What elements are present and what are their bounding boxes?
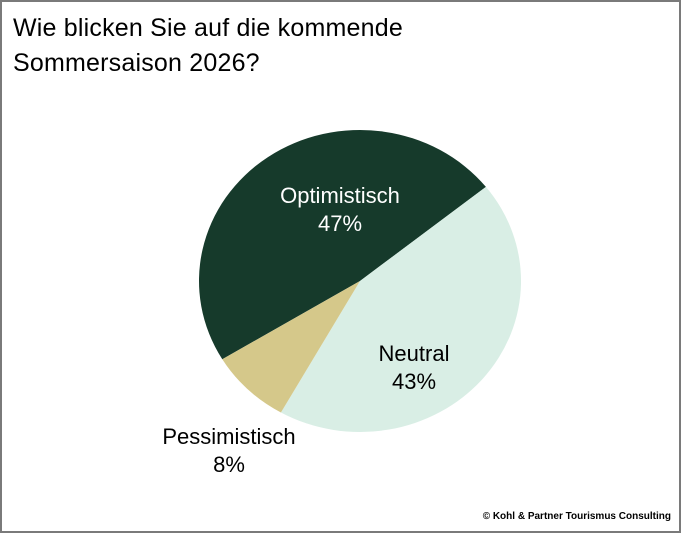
slice-label-neutral-percent: 43% xyxy=(391,369,437,394)
slice-label-neutral: Neutral 43% xyxy=(379,340,450,396)
page-title-line-2: Sommersaison 2026? xyxy=(13,49,260,77)
slice-label-optimistisch-text: Optimistisch xyxy=(280,183,400,208)
slice-label-optimistisch: Optimistisch 47% xyxy=(280,182,400,238)
pie-slice-neutral xyxy=(280,186,522,433)
slice-label-pessimistisch-text: Pessimistisch xyxy=(162,424,296,449)
page-title: Wie blicken Sie auf die kommende Sommers… xyxy=(13,11,403,81)
footer-copyright: © Kohl & Partner Tourismus Consulting xyxy=(482,511,671,522)
slice-label-pessimistisch-percent: 8% xyxy=(213,452,245,477)
slice-label-neutral-text: Neutral xyxy=(378,341,450,366)
page-title-line-1: Wie blicken Sie auf die kommende xyxy=(13,14,403,42)
pie-slice-optimistisch xyxy=(199,129,486,360)
slice-label-optimistisch-percent: 47% xyxy=(317,211,363,236)
pie-slice-pessimistisch xyxy=(222,281,360,413)
slice-label-pessimistisch: Pessimistisch 8% xyxy=(162,423,295,479)
